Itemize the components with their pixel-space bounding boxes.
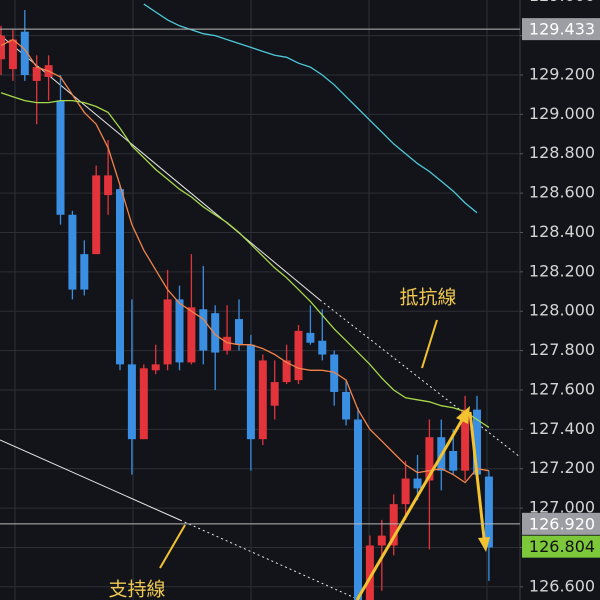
price-levels: 129.433 126.920 126.804 [0, 18, 600, 558]
candle-body [104, 175, 113, 196]
candle-body [175, 299, 184, 363]
y-tick-label: 127.600 [529, 379, 595, 398]
support-line-extension [179, 519, 356, 599]
candle-body [354, 419, 362, 600]
resistance-line-extension [319, 299, 521, 458]
y-tick-label: 127.400 [529, 419, 595, 438]
candle-body [68, 214, 77, 290]
price-label: 129.433 [529, 20, 595, 39]
annotation-arrows [159, 319, 490, 600]
candle-body [163, 299, 172, 365]
candle-body [425, 437, 434, 481]
candle-body [449, 450, 458, 471]
candle-body [270, 382, 279, 406]
candle-body [342, 391, 351, 420]
candle-body [235, 319, 243, 345]
y-tick-label: 128.000 [529, 301, 595, 320]
arrow-head [478, 537, 490, 552]
candle-body [80, 254, 89, 290]
candle-body [413, 478, 422, 489]
y-tick-label: 128.800 [529, 143, 595, 162]
candle-body [56, 100, 65, 215]
y-tick-label: 128.200 [529, 261, 595, 280]
candle-body [8, 39, 17, 70]
y-tick-label: 126.600 [529, 576, 595, 595]
y-tick-label: 129.200 [529, 65, 595, 84]
candle-body [199, 309, 208, 351]
candle-body [461, 409, 470, 471]
candle-body [318, 340, 327, 355]
candle-body [0, 35, 5, 60]
candle-body [139, 368, 148, 440]
resistance-label: 抵抗線 [399, 287, 456, 309]
candle-body [127, 364, 136, 440]
y-tick-label: 127.000 [529, 498, 595, 517]
candle-body [20, 31, 29, 75]
candle-body [473, 409, 481, 475]
vertical-grid [14, 0, 521, 600]
candle-body [187, 307, 196, 363]
moving-averages [0, 3, 490, 484]
y-tick-label: 129.000 [529, 104, 595, 123]
moving-average-line [0, 38, 490, 484]
support-label: 支持線 [108, 579, 165, 600]
candle-body [365, 545, 374, 600]
moving-average-line [0, 92, 490, 428]
candle-body [246, 344, 255, 440]
pointer [421, 319, 438, 369]
candle-body [377, 535, 386, 546]
candle-body [258, 360, 267, 440]
arrow [468, 411, 486, 539]
candle-body [401, 478, 410, 505]
y-tick-label: 127.800 [529, 340, 595, 359]
price-box [522, 512, 600, 535]
pointer [159, 524, 186, 569]
y-tick-label: 127.200 [529, 458, 595, 477]
candle-body [223, 336, 232, 351]
y-tick-label: 128.600 [529, 183, 595, 202]
support-line [0, 439, 181, 521]
candle-body [294, 330, 303, 381]
price-label: 126.920 [529, 514, 595, 533]
y-tick-label: 128.400 [529, 222, 595, 241]
candle-body [389, 504, 398, 546]
price-box [522, 535, 600, 558]
candle-body [151, 364, 160, 371]
candle-body [211, 313, 220, 353]
candle-body [306, 332, 315, 343]
price-box [522, 18, 600, 41]
candle-body [92, 175, 101, 255]
candle-body [282, 360, 291, 383]
moving-average-line [143, 3, 478, 214]
candle-body [330, 354, 339, 392]
candle-body [32, 67, 41, 81]
price-label: 126.804 [529, 537, 595, 556]
arrow-head [456, 406, 470, 424]
arrow [355, 419, 464, 600]
candle-body [484, 476, 493, 548]
candle-body [116, 189, 124, 365]
resistance-line [0, 34, 321, 301]
y-tick-label: 129.600 [529, 0, 595, 5]
trend-lines [0, 34, 521, 599]
